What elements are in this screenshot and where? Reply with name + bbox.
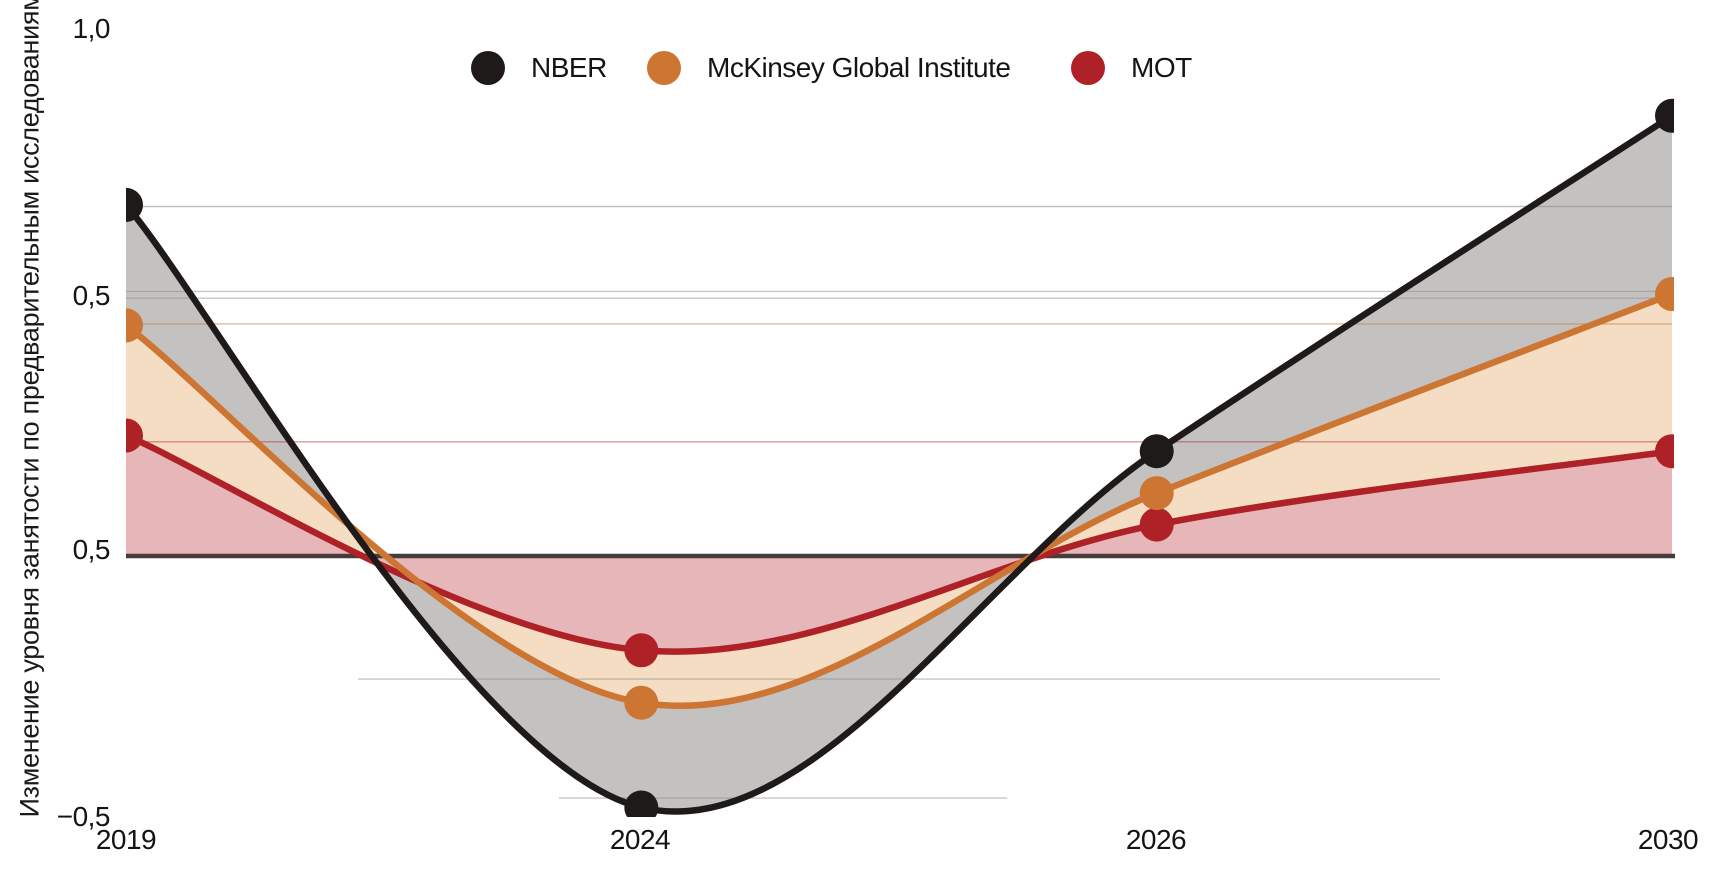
x-tick-2019: 2019 — [95, 824, 157, 855]
area-mot — [126, 435, 1672, 652]
legend-item-nber: NBER — [471, 49, 607, 87]
x-tick-2030: 2030 — [1637, 824, 1699, 855]
point-nber-2026 — [1139, 434, 1174, 469]
point-mot-2026 — [1139, 507, 1174, 542]
point-mot-2030 — [1655, 434, 1674, 469]
point-mot-2019 — [126, 418, 143, 453]
point-nber-2024 — [624, 790, 659, 817]
y-tick-0-5: 0,5 — [72, 280, 111, 311]
point-nber-2030 — [1655, 98, 1674, 133]
legend-item-mckinsey: McKinsey Global Institute — [647, 49, 1011, 87]
curve-mot — [126, 432, 1674, 655]
curve-nber — [126, 112, 1674, 815]
y-axis-title: Изменение уровня занятости по предварите… — [14, 0, 45, 818]
y-tick-1-0: 1,0 — [72, 13, 111, 44]
legend-label-nber: NBER — [531, 52, 607, 83]
point-mckinsey-2024 — [624, 685, 659, 720]
legend-label-mckinsey: McKinsey Global Institute — [707, 52, 1011, 83]
legend-item-mot: МОТ — [1071, 49, 1192, 87]
legend-swatch-mot — [1071, 51, 1105, 85]
legend-swatch-nber — [471, 51, 505, 85]
point-mckinsey-2026 — [1139, 476, 1174, 511]
line-layer — [126, 98, 1674, 817]
point-mckinsey-2019 — [126, 308, 143, 343]
point-mckinsey-2030 — [1655, 277, 1674, 311]
area-layer — [126, 115, 1672, 812]
y-tick-neg-0-5: −0,5 — [56, 801, 111, 832]
x-tick-2024: 2024 — [609, 824, 671, 855]
point-nber-2019 — [126, 187, 143, 222]
y-tick-baseline: 0,5 — [72, 534, 111, 565]
x-tick-2026: 2026 — [1125, 824, 1187, 855]
point-mot-2024 — [624, 633, 659, 668]
legend-label-mot: МОТ — [1131, 52, 1192, 83]
legend-swatch-mckinsey — [647, 51, 681, 85]
